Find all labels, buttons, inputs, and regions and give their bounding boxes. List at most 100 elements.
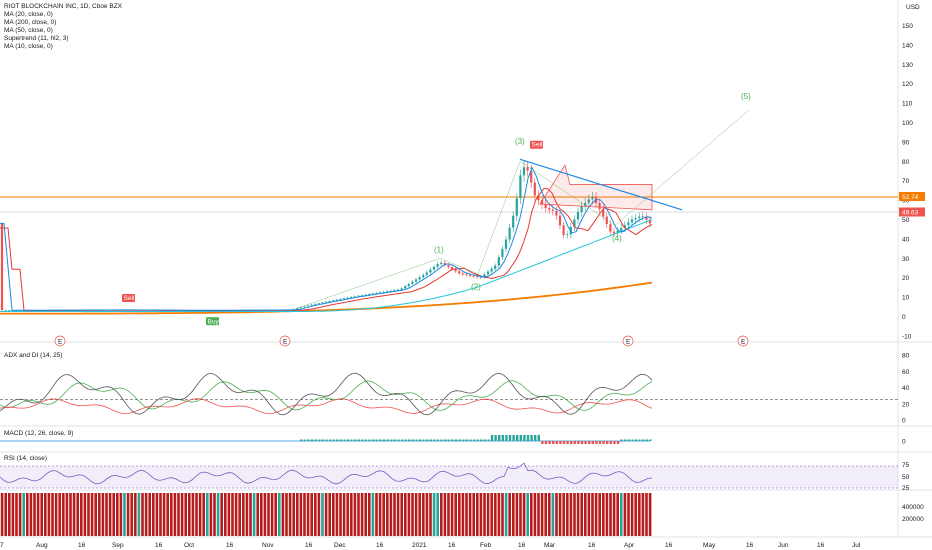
volume-bar xyxy=(400,493,403,536)
adx-pane-title[interactable]: ADX and DI (14, 25) xyxy=(4,352,63,359)
adx-pane xyxy=(0,372,898,416)
volume-bar xyxy=(594,493,598,536)
indicator-ma20[interactable]: MA (20, close, 0) xyxy=(4,11,53,18)
volume-bar xyxy=(62,493,65,536)
candle-body xyxy=(450,267,454,270)
volume-bar xyxy=(144,493,148,536)
volume-bar xyxy=(26,493,29,536)
macd-bar xyxy=(469,439,472,441)
earnings-marker xyxy=(622,335,634,347)
macd-pane-title[interactable]: MACD (12, 26, close, 9) xyxy=(4,430,74,437)
candle-body xyxy=(364,294,367,296)
volume-bar xyxy=(270,493,274,536)
price-tick-label: 10 xyxy=(902,295,910,302)
volume-bar xyxy=(98,493,101,536)
volume-bar xyxy=(530,493,533,536)
volume-bar xyxy=(260,493,263,536)
volume-bar xyxy=(461,493,465,536)
rsi-pane-title[interactable]: RSI (14, close) xyxy=(4,455,47,462)
volume-bar xyxy=(630,493,634,536)
price-pane: (1) (2) (3) (4) (5) Sell Buy Sell E E E E xyxy=(0,92,898,347)
candle-body xyxy=(465,274,468,276)
volume-bar xyxy=(238,493,241,536)
candle-body xyxy=(526,167,529,171)
wave-label-3: (3) xyxy=(515,137,525,146)
volume-bar xyxy=(353,493,357,536)
candle-body xyxy=(368,294,371,295)
macd-bar xyxy=(566,441,569,444)
candle-body xyxy=(436,264,439,267)
macd-bar xyxy=(375,439,378,441)
volume-bar xyxy=(328,493,331,536)
candle-body xyxy=(8,310,11,312)
macd-bar xyxy=(559,441,562,444)
macd-bar xyxy=(379,439,382,441)
candle-body xyxy=(598,203,601,210)
macd-bar xyxy=(512,435,515,441)
macd-bar xyxy=(408,439,411,441)
macd-bar xyxy=(307,439,310,441)
candle-body xyxy=(317,303,320,304)
volume-bar xyxy=(407,493,411,536)
candle-body xyxy=(432,266,436,270)
time-tick-label: Feb xyxy=(480,542,492,549)
volume-bar xyxy=(623,493,627,536)
candle-body xyxy=(353,296,356,298)
macd-bar xyxy=(386,439,389,441)
candle-body xyxy=(616,230,619,234)
volume-tick-label: 400000 xyxy=(902,504,924,511)
volume-bar xyxy=(620,493,623,536)
earnings-marker xyxy=(737,335,749,347)
volume-bar xyxy=(371,493,375,536)
candle-body xyxy=(335,299,338,301)
time-tick-label: Sep xyxy=(112,542,124,549)
candle-body xyxy=(530,170,533,183)
macd-bar xyxy=(361,439,364,441)
macd-bar xyxy=(400,439,404,441)
price-tick-label: 40 xyxy=(902,236,910,243)
macd-bar xyxy=(609,441,612,444)
earnings-marker-label: E xyxy=(626,339,631,346)
wave-label-5: (5) xyxy=(741,92,751,101)
macd-bar xyxy=(580,441,584,444)
macd-bar xyxy=(606,441,609,444)
volume-bar xyxy=(393,493,396,536)
macd-bar xyxy=(411,439,414,441)
macd-bar xyxy=(555,441,558,444)
time-tick-label: 7 xyxy=(0,542,4,549)
macd-bar xyxy=(526,435,530,441)
candle-body xyxy=(422,274,425,278)
indicator-supertrend[interactable]: Supertrend (11, hl2, 3) xyxy=(4,35,69,42)
volume-bar xyxy=(195,493,198,536)
volume-bar xyxy=(213,493,216,536)
macd-bar xyxy=(339,439,342,441)
time-tick-label: May xyxy=(703,542,716,549)
volume-bar xyxy=(598,493,601,536)
candle-body xyxy=(357,295,360,297)
candle-body xyxy=(630,219,634,223)
earnings-marker xyxy=(54,335,66,347)
candle-body xyxy=(339,298,342,300)
macd-bar xyxy=(332,439,335,441)
indicator-ma200[interactable]: MA (200, close, 0) xyxy=(4,19,57,26)
candle-body xyxy=(486,271,490,275)
signal-sell xyxy=(122,293,135,302)
volume-bar xyxy=(368,493,371,536)
macd-bar xyxy=(548,441,551,444)
candle-body xyxy=(497,257,500,266)
macd-bar xyxy=(328,439,332,441)
volume-bar xyxy=(188,493,191,536)
volume-bar xyxy=(162,493,166,536)
price-tag-2 xyxy=(899,207,925,217)
volume-bar xyxy=(605,493,609,536)
volume-bar xyxy=(544,493,547,536)
adx-line xyxy=(0,372,653,416)
indicator-ma50[interactable]: MA (50, close, 0) xyxy=(4,27,53,34)
volume-bar xyxy=(425,493,429,536)
indicator-ma10[interactable]: MA (10, close, 0) xyxy=(4,43,53,50)
volume-bar xyxy=(627,493,630,536)
candle-body xyxy=(458,271,461,274)
macd-bar xyxy=(562,441,566,444)
volume-bar xyxy=(558,493,562,536)
